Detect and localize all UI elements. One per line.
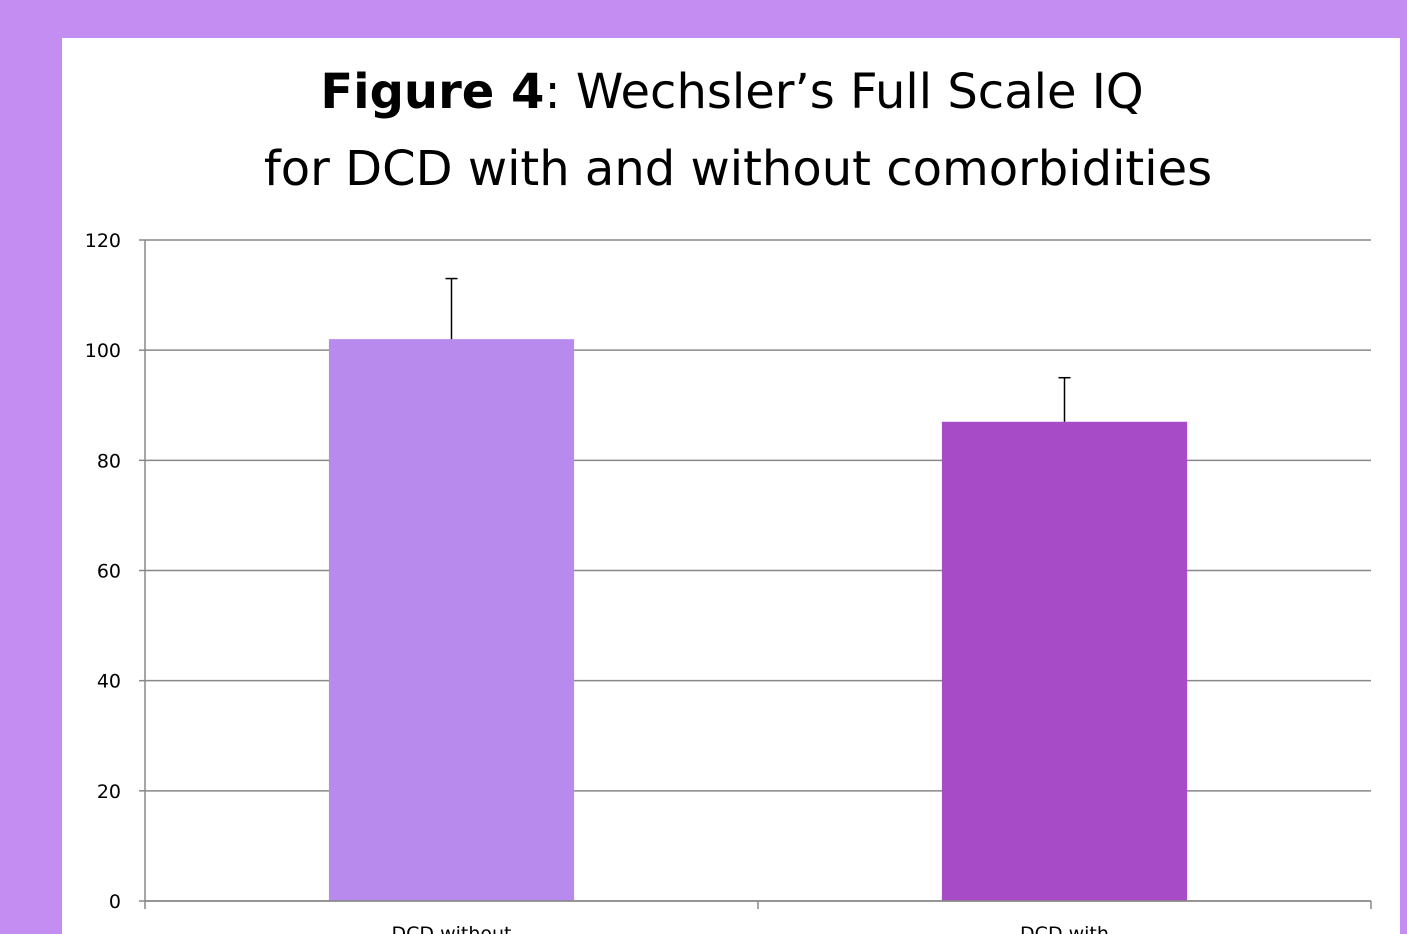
chart-title-line: for DCD with and without comorbidities [264,141,1212,197]
y-tick-label: 80 [97,450,121,472]
title-rest: : Wechsler’s Full Scale IQ [544,64,1143,120]
bar [328,339,575,901]
y-tick-label: 0 [109,891,121,913]
x-tick-label: DCD with [1020,923,1109,934]
y-tick-label: 20 [97,781,121,803]
y-tick-label: 100 [85,340,121,362]
x-tick-label: DCD without [392,923,512,934]
title-bold: Figure 4 [320,64,544,120]
y-tick-label: 60 [97,561,121,583]
y-tick-label: 40 [97,671,121,693]
chart-title-line: Figure 4: Wechsler’s Full Scale IQ [320,64,1143,120]
bar [941,421,1188,901]
y-tick-label: 120 [85,230,121,252]
